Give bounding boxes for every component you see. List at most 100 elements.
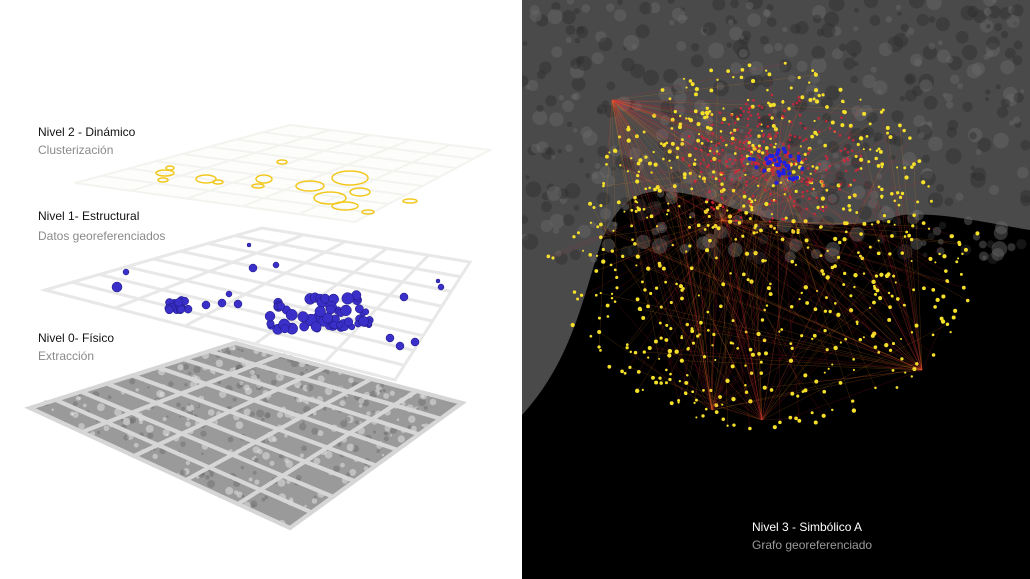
hub-node xyxy=(791,176,796,181)
terrain-texture xyxy=(349,468,357,476)
terrain-texture xyxy=(346,443,355,452)
terrain-texture xyxy=(381,453,385,457)
graph-edge xyxy=(548,164,778,257)
graph-edge xyxy=(650,293,763,421)
terrain-texture xyxy=(162,429,170,437)
terrain-texture xyxy=(226,350,232,355)
graph-node xyxy=(689,266,694,271)
graph-node xyxy=(686,374,689,377)
graph-node xyxy=(687,225,692,229)
graph-node xyxy=(851,399,855,403)
terrain-texture xyxy=(622,203,629,211)
level-2-subtitle: Clusterización xyxy=(38,143,114,157)
terrain-texture xyxy=(1011,4,1024,17)
graph-node xyxy=(727,214,733,219)
terrain-texture xyxy=(83,403,87,408)
graph-node xyxy=(798,298,801,301)
graph-node xyxy=(750,206,754,209)
graph-node xyxy=(612,229,615,232)
terrain-texture xyxy=(812,14,822,24)
graph-node xyxy=(769,192,772,196)
data-node xyxy=(225,290,233,298)
graph-node xyxy=(759,371,764,375)
terrain-texture xyxy=(555,250,562,257)
terrain-texture xyxy=(527,146,538,156)
graph-node xyxy=(712,332,716,337)
terrain-texture xyxy=(905,89,917,102)
graph-node xyxy=(851,408,857,413)
graph-node xyxy=(747,107,751,111)
graph-edge xyxy=(649,347,923,371)
terrain-texture xyxy=(663,150,676,163)
graph-node xyxy=(764,259,767,262)
level-1-label: Nivel 1- Estructural Datos georeferencia… xyxy=(38,209,165,244)
data-node xyxy=(310,321,322,333)
graph-node xyxy=(750,78,756,84)
terrain-texture xyxy=(596,108,603,114)
terrain-texture xyxy=(97,430,101,435)
graph-node xyxy=(771,167,775,171)
data-node xyxy=(285,308,298,321)
hub-node xyxy=(796,158,801,163)
terrain-texture xyxy=(129,418,135,424)
graph-node xyxy=(865,135,869,138)
graph-node xyxy=(733,121,737,125)
graph-node xyxy=(758,122,762,126)
graph-node xyxy=(749,114,753,117)
terrain-texture xyxy=(730,0,739,9)
graph-edge xyxy=(776,164,822,256)
terrain-texture xyxy=(893,136,904,147)
graph-node xyxy=(838,134,842,137)
terrain-texture xyxy=(168,381,174,387)
graph-edge xyxy=(611,99,700,335)
graph-edge xyxy=(611,99,765,341)
graph-node xyxy=(807,177,810,181)
terrain-texture xyxy=(344,396,347,400)
graph-edge xyxy=(729,216,923,371)
terrain-texture xyxy=(706,245,721,260)
terrain-texture xyxy=(660,100,675,115)
graph-node xyxy=(754,223,758,228)
graph-node xyxy=(629,350,633,354)
graph-node xyxy=(789,304,794,309)
graph-node xyxy=(762,161,766,165)
graph-node xyxy=(847,195,852,200)
graph-node xyxy=(910,375,913,378)
terrain-texture xyxy=(854,7,859,13)
terrain-texture xyxy=(324,387,333,396)
graph-node xyxy=(705,248,710,253)
graph-node xyxy=(847,184,851,187)
graph-node xyxy=(804,157,808,161)
terrain-texture xyxy=(878,206,888,216)
data-node xyxy=(248,263,258,273)
grid-line xyxy=(323,254,430,364)
graph-edge xyxy=(844,223,923,371)
graph-node xyxy=(762,133,765,136)
terrain-texture xyxy=(389,390,395,396)
hub-node xyxy=(776,156,781,161)
graph-node xyxy=(874,386,877,390)
graph-edge xyxy=(614,301,713,411)
terrain-texture xyxy=(670,170,684,185)
terrain-texture xyxy=(133,442,139,448)
graph-node xyxy=(742,164,745,167)
graph-node xyxy=(601,259,606,264)
terrain-texture xyxy=(278,453,284,459)
terrain-texture xyxy=(660,115,671,126)
terrain-texture xyxy=(893,32,909,48)
graph-node xyxy=(649,214,654,219)
terrain-texture xyxy=(301,445,308,452)
terrain-texture xyxy=(972,167,986,182)
graph-edge xyxy=(630,351,713,411)
terrain-texture xyxy=(536,104,544,113)
graph-node xyxy=(764,201,769,207)
graph-node xyxy=(710,206,713,209)
graph-node xyxy=(893,223,896,226)
graph-node xyxy=(855,211,859,214)
data-node xyxy=(264,311,276,322)
terrain-texture xyxy=(869,15,881,26)
terrain-texture xyxy=(344,416,351,423)
graph-node xyxy=(734,219,738,222)
graph-node xyxy=(675,155,679,159)
terrain-texture xyxy=(761,204,768,211)
